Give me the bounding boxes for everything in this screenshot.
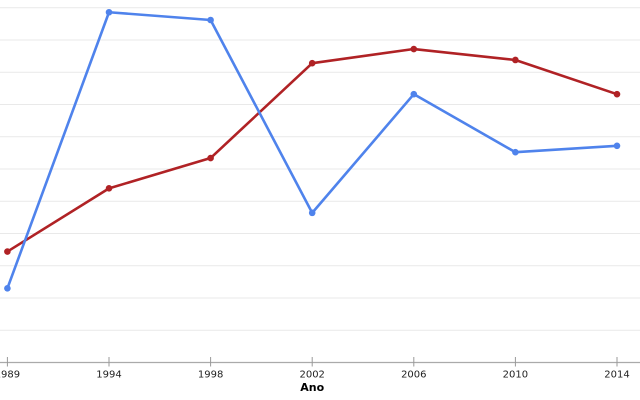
x-tick-label: 1994: [96, 370, 121, 381]
x-tick-label: 1989: [0, 370, 20, 381]
blue-line-point-1989: [4, 285, 11, 292]
series-blue-line: [4, 8, 621, 292]
blue-line-point-2006: [410, 90, 418, 98]
x-tick-label: 2014: [604, 370, 629, 381]
gridlines: [0, 7, 640, 331]
x-tick-label: 2010: [503, 370, 528, 381]
red-line-point-1989: [4, 248, 11, 255]
blue-line-point-1998: [207, 16, 214, 24]
blue-line-point-1994: [105, 8, 113, 16]
red-line-point-2010: [512, 56, 519, 64]
blue-line-point-2010: [512, 148, 519, 156]
red-line-point-2006: [410, 45, 418, 53]
red-line-point-2002: [308, 59, 316, 67]
series-red-line: [4, 45, 621, 255]
x-tick-label: 2002: [299, 370, 324, 381]
red-line-point-1998: [207, 154, 214, 162]
red-line-point-1994: [105, 185, 113, 192]
red-line-point-2014: [613, 90, 621, 98]
x-tick-label: 2006: [401, 370, 426, 381]
blue-line-point-2014: [613, 142, 621, 150]
x-tick-label: 1998: [198, 370, 223, 381]
x-axis-title: Ano: [300, 381, 324, 394]
blue-line-point-2002: [308, 209, 316, 217]
x-axis-ticks: 1989 1994 1998 2002 2006 2010 2014: [0, 357, 630, 381]
